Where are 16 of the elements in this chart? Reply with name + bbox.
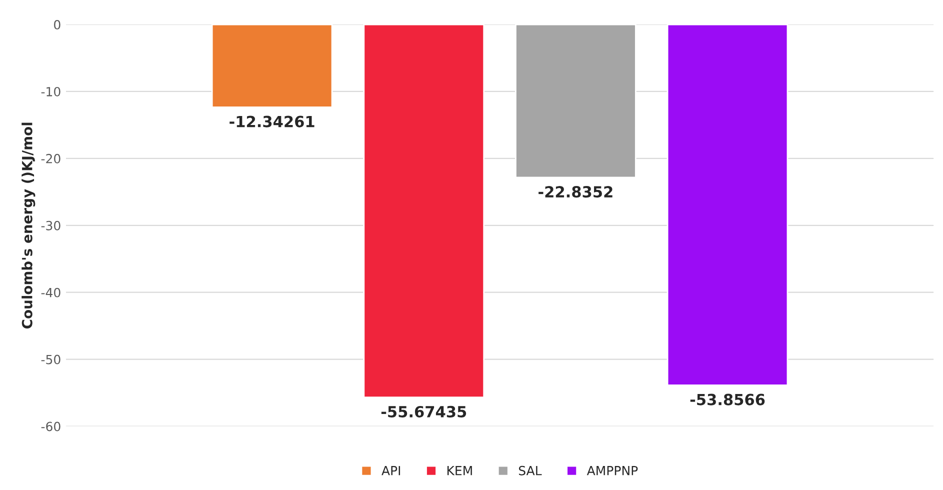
y-tick-label: -30 [41, 220, 60, 230]
y-tick-label: -20 [41, 154, 60, 164]
y-tick-label: -50 [41, 354, 60, 364]
legend-label: KEM [447, 466, 472, 476]
data-label: -12.34261 [230, 116, 314, 128]
legend-label: AMPPNP [586, 466, 638, 476]
legend-label: API [382, 466, 400, 476]
y-tick-label: -40 [41, 288, 60, 298]
y-tick-label: 0 [54, 20, 60, 30]
data-label: -22.8352 [538, 186, 612, 198]
y-tick-label: -10 [41, 86, 60, 96]
data-label: -53.8566 [690, 394, 765, 406]
y-axis-title: Coulomb's energy ()KJ/mol [22, 122, 36, 328]
data-label: -55.67435 [381, 406, 466, 418]
legend-label: SAL [518, 466, 542, 476]
y-tick-label: -60 [41, 422, 60, 432]
